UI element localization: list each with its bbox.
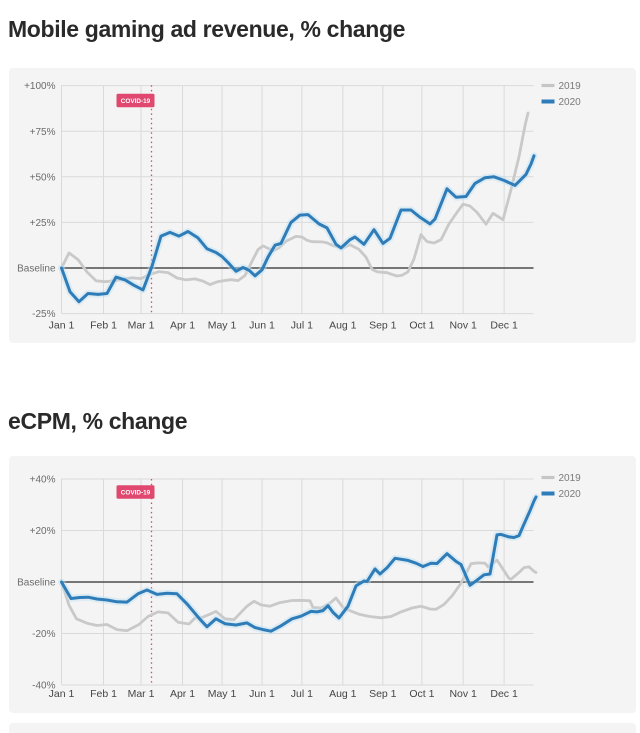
- svg-text:-20%: -20%: [32, 629, 55, 640]
- svg-text:May 1: May 1: [208, 688, 237, 700]
- svg-text:+50%: +50%: [30, 172, 56, 183]
- svg-text:COVID-19: COVID-19: [121, 490, 151, 497]
- svg-text:Jun 1: Jun 1: [249, 688, 275, 700]
- svg-text:Baseline: Baseline: [17, 264, 56, 275]
- svg-text:Dec 1: Dec 1: [490, 688, 518, 700]
- svg-text:Jul 1: Jul 1: [291, 320, 313, 332]
- svg-text:Apr 1: Apr 1: [170, 320, 195, 332]
- svg-text:Mar 1: Mar 1: [128, 688, 155, 700]
- svg-text:Jun 1: Jun 1: [249, 320, 275, 332]
- svg-text:May 1: May 1: [208, 320, 237, 332]
- svg-text:+25%: +25%: [30, 218, 56, 229]
- svg-text:+40%: +40%: [30, 475, 56, 486]
- svg-text:+100%: +100%: [24, 81, 56, 92]
- svg-text:Aug 1: Aug 1: [329, 320, 357, 332]
- svg-text:Jan 1: Jan 1: [49, 320, 75, 332]
- svg-text:Baseline: Baseline: [17, 578, 56, 589]
- svg-text:Feb 1: Feb 1: [90, 320, 117, 332]
- svg-text:Oct 1: Oct 1: [409, 320, 434, 332]
- svg-text:Feb 1: Feb 1: [90, 688, 117, 700]
- svg-text:2019: 2019: [559, 473, 582, 484]
- svg-text:2020: 2020: [559, 97, 582, 108]
- svg-text:COVID-19: COVID-19: [121, 98, 151, 105]
- svg-text:+75%: +75%: [30, 127, 56, 138]
- svg-text:Jan 1: Jan 1: [49, 688, 75, 700]
- svg-text:Oct 1: Oct 1: [409, 688, 434, 700]
- svg-text:Sep 1: Sep 1: [369, 688, 397, 700]
- svg-text:Dec 1: Dec 1: [490, 320, 518, 332]
- svg-text:+20%: +20%: [30, 526, 56, 537]
- svg-text:Mar 1: Mar 1: [128, 320, 155, 332]
- svg-text:Apr 1: Apr 1: [170, 688, 195, 700]
- svg-text:Aug 1: Aug 1: [329, 688, 357, 700]
- svg-text:Jul 1: Jul 1: [291, 688, 313, 700]
- svg-text:Nov 1: Nov 1: [449, 688, 477, 700]
- svg-text:Sep 1: Sep 1: [369, 320, 397, 332]
- svg-text:Nov 1: Nov 1: [449, 320, 477, 332]
- svg-text:-25%: -25%: [32, 309, 55, 320]
- svg-text:2019: 2019: [559, 81, 582, 92]
- svg-text:-40%: -40%: [32, 681, 55, 692]
- svg-text:2020: 2020: [559, 489, 582, 500]
